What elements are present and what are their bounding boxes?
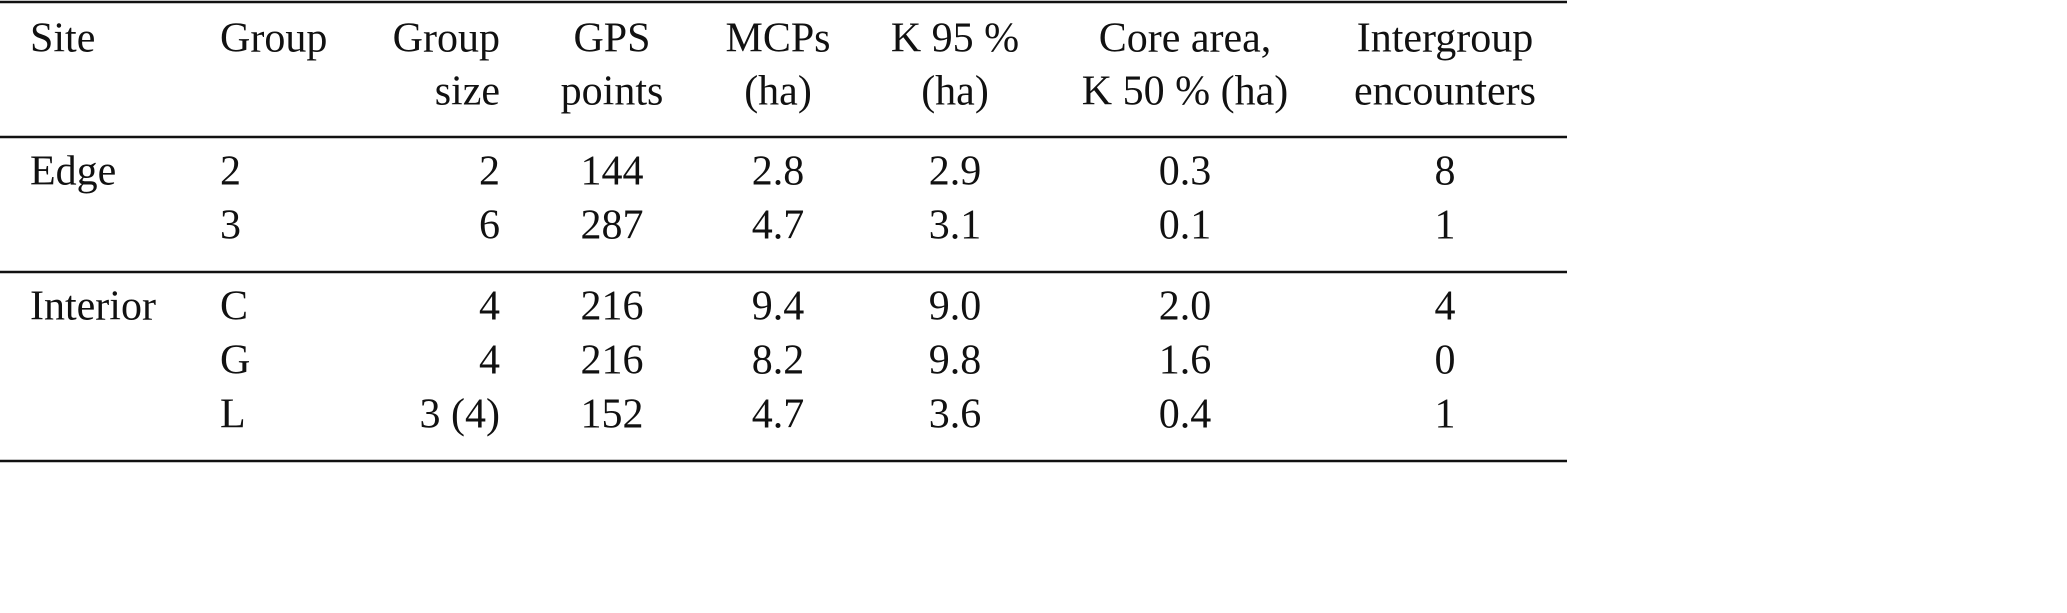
cell: 0.3 [1159,149,1212,195]
cell: 216 [581,338,644,384]
header-cell: GPS [573,16,650,62]
cell: 2.8 [752,149,805,195]
cell: 4 [479,338,500,384]
header-cell: Core area, [1099,16,1272,62]
cell: 6 [479,203,500,249]
header-cell: Intergroup [1357,16,1534,62]
header-cell: (ha) [744,69,812,115]
cell: 4.7 [752,392,805,438]
cell: 1 [1435,392,1456,438]
site-cell: Edge [30,149,116,195]
cell: 3 (4) [420,392,500,438]
cell: 144 [581,149,644,195]
header-cell: K 50 % (ha) [1082,69,1288,115]
header-cell: Site [30,16,95,62]
header-cell: encounters [1354,69,1536,115]
cell: 2.9 [929,149,982,195]
header-cell: K 95 % [891,16,1019,62]
header-cell: Group [220,16,327,62]
cell: 3.1 [929,203,982,249]
cell: C [220,284,248,330]
cell: 9.4 [752,284,805,330]
cell: 2 [479,149,500,195]
header-cell: Group [393,16,500,62]
site-cell: Interior [30,284,156,330]
cell: 152 [581,392,644,438]
cell: 0.1 [1159,203,1212,249]
cell: 4 [479,284,500,330]
cell: 4 [1435,284,1456,330]
header-cell: size [435,69,500,115]
cell: 3.6 [929,392,982,438]
cell: 1.6 [1159,338,1212,384]
cell: 287 [581,203,644,249]
header-cell: points [561,69,664,115]
cell: 3 [220,203,241,249]
cell: 8 [1435,149,1456,195]
header-cell: (ha) [921,69,989,115]
cell: 0 [1435,338,1456,384]
cell: 1 [1435,203,1456,249]
cell: 216 [581,284,644,330]
header-cell: MCPs [725,16,830,62]
cell: G [220,338,250,384]
cell: 8.2 [752,338,805,384]
cell: 2 [220,149,241,195]
cell: 9.0 [929,284,982,330]
cell: 2.0 [1159,284,1212,330]
cell: 4.7 [752,203,805,249]
cell: 0.4 [1159,392,1212,438]
cell: 9.8 [929,338,982,384]
cell: L [220,392,246,438]
